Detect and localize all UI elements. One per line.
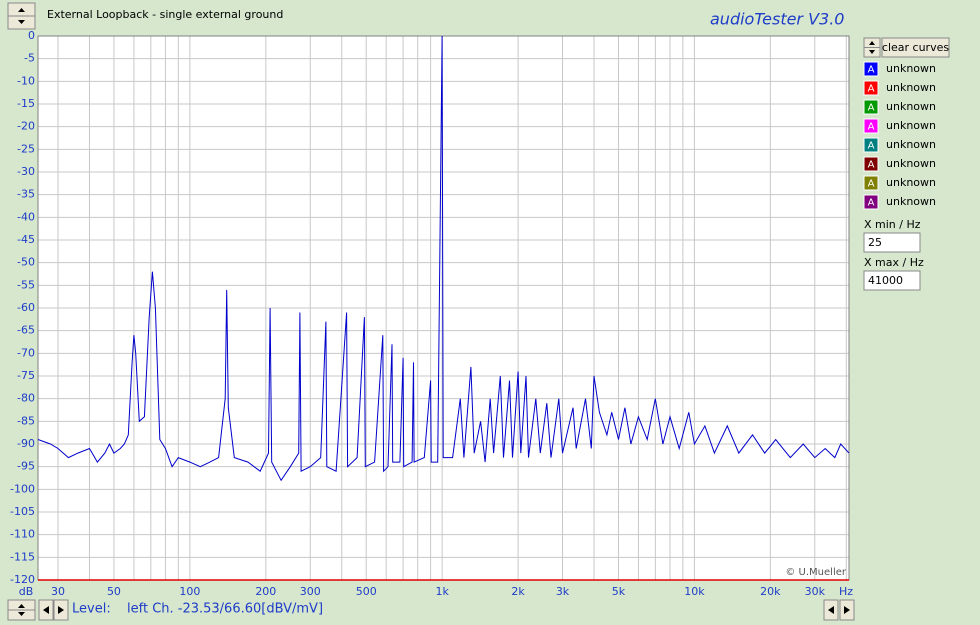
curve-icon-box[interactable] bbox=[863, 99, 879, 115]
xmax-input[interactable] bbox=[863, 270, 921, 291]
y-tick-label: -75 bbox=[17, 369, 35, 382]
curve-icon: A bbox=[868, 65, 875, 76]
xmax-value: 41000 bbox=[868, 274, 903, 287]
curve-icon-box[interactable] bbox=[863, 80, 879, 96]
curve-icon: A bbox=[868, 179, 875, 190]
curve-icon: A bbox=[868, 160, 875, 171]
y-tick-label: -115 bbox=[10, 550, 35, 563]
spin-button[interactable] bbox=[7, 599, 36, 621]
curve-icon-box[interactable] bbox=[863, 175, 879, 191]
xmin-value: 25 bbox=[868, 236, 882, 249]
x-tick-label: 50 bbox=[107, 585, 121, 598]
clear-button-label: clear curves bbox=[882, 41, 949, 54]
copyright: © U.Mueller bbox=[785, 567, 847, 578]
y-tick-label: -90 bbox=[17, 437, 35, 450]
x-tick-label: 20k bbox=[760, 585, 781, 598]
curve-icon: A bbox=[868, 198, 875, 209]
curve-label: unknown bbox=[886, 119, 936, 132]
y-tick-label: -65 bbox=[17, 324, 35, 337]
y-tick-label: -105 bbox=[10, 505, 35, 518]
x-tick-label: 200 bbox=[255, 585, 276, 598]
scroll-right[interactable] bbox=[839, 599, 855, 621]
curve-icon-box[interactable] bbox=[863, 156, 879, 172]
curve-icon: A bbox=[868, 103, 875, 114]
x-tick-label: 30 bbox=[51, 585, 65, 598]
curve-label: unknown bbox=[886, 62, 936, 75]
x-axis-label: Hz bbox=[839, 585, 853, 598]
curve-label: unknown bbox=[886, 195, 936, 208]
curve-label: unknown bbox=[886, 157, 936, 170]
x-tick-label: 2k bbox=[511, 585, 525, 598]
y-tick-label: -45 bbox=[17, 233, 35, 246]
y-tick-label: -35 bbox=[17, 188, 35, 201]
y-tick-label: -50 bbox=[17, 256, 35, 269]
x-tick-label: 3k bbox=[556, 585, 570, 598]
level-label: Level: bbox=[72, 602, 111, 617]
x-tick-label: 300 bbox=[300, 585, 321, 598]
curve-icon-box[interactable] bbox=[863, 61, 879, 77]
curve-icon: A bbox=[868, 84, 875, 95]
y-tick-label: -100 bbox=[10, 482, 35, 495]
curve-label: unknown bbox=[886, 176, 936, 189]
y-tick-label: -5 bbox=[24, 52, 35, 65]
curve-icon-box[interactable] bbox=[863, 194, 879, 210]
scroll-left[interactable] bbox=[823, 599, 839, 621]
x-tick-label: 5k bbox=[612, 585, 626, 598]
y-tick-label: -25 bbox=[17, 142, 35, 155]
y-tick-label: -15 bbox=[17, 97, 35, 110]
xmin-input[interactable] bbox=[863, 232, 921, 253]
y-tick-label: -30 bbox=[17, 165, 35, 178]
y-tick-label: -55 bbox=[17, 278, 35, 291]
spin-button[interactable] bbox=[7, 2, 36, 30]
chart-title: External Loopback - single external grou… bbox=[47, 8, 283, 21]
scroll-left[interactable] bbox=[38, 599, 54, 621]
spectrum-line bbox=[37, 35, 850, 482]
app-title: audioTester V3.0 bbox=[710, 10, 844, 29]
y-tick-label: -60 bbox=[17, 301, 35, 314]
x-tick-label: 1k bbox=[435, 585, 449, 598]
clear-button[interactable] bbox=[881, 37, 950, 58]
curve-label: unknown bbox=[886, 81, 936, 94]
y-tick-label: -10 bbox=[17, 74, 35, 87]
xmin-label: X min / Hz bbox=[864, 218, 921, 231]
xmax-label: X max / Hz bbox=[864, 256, 924, 269]
curve-label: unknown bbox=[886, 138, 936, 151]
x-tick-label: 30k bbox=[805, 585, 826, 598]
plot bbox=[37, 35, 850, 581]
y-tick-label: -20 bbox=[17, 120, 35, 133]
curve-icon-box[interactable] bbox=[863, 137, 879, 153]
curve-label: unknown bbox=[886, 100, 936, 113]
x-tick-label: 100 bbox=[179, 585, 200, 598]
curve-icon: A bbox=[868, 141, 875, 152]
x-tick-label: 10k bbox=[684, 585, 705, 598]
y-tick-label: -95 bbox=[17, 460, 35, 473]
level-text: left Ch. -23.53/66.60[dBV/mV] bbox=[127, 602, 323, 617]
y-tick-label: -85 bbox=[17, 414, 35, 427]
y-tick-label: -80 bbox=[17, 392, 35, 405]
y-tick-label: -120 bbox=[10, 573, 35, 586]
curve-icon: A bbox=[868, 122, 875, 133]
y-axis-label: dB bbox=[19, 585, 34, 598]
y-tick-label: -40 bbox=[17, 210, 35, 223]
curve-icon-box[interactable] bbox=[863, 118, 879, 134]
y-tick-label: -70 bbox=[17, 346, 35, 359]
x-tick-label: 500 bbox=[356, 585, 377, 598]
spin-button[interactable] bbox=[863, 37, 881, 58]
y-tick-label: -110 bbox=[10, 528, 35, 541]
scroll-right[interactable] bbox=[53, 599, 69, 621]
y-tick-label: 0 bbox=[28, 29, 35, 42]
